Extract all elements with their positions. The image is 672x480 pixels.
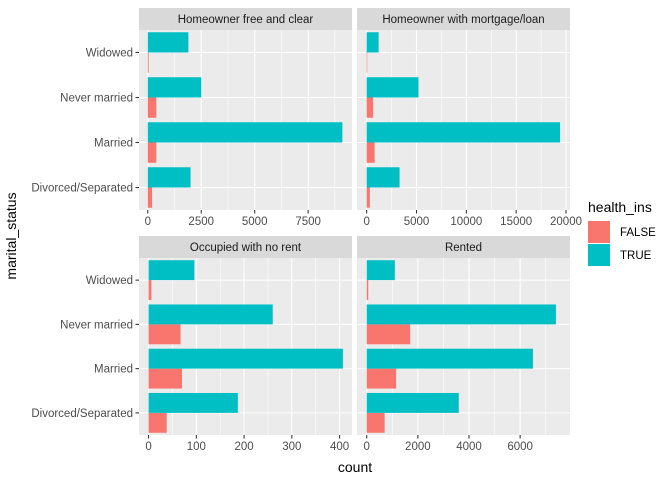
bar-false-divorced-separated [149,413,167,433]
bar-true-married [148,122,343,142]
y-tick-label: Divorced/Separated [31,183,133,195]
bar-true-widowed [367,32,379,52]
bar-true-married [149,349,343,369]
legend-key-true [588,244,610,266]
facet-strip-label: Homeowner free and clear [178,14,314,26]
bar-true-married [367,122,560,142]
x-tick-label: 100 [187,441,206,453]
y-tick-label: Married [94,364,133,376]
bar-true-widowed [148,32,189,52]
x-tick-label: 200 [234,441,253,453]
legend-key-false [588,221,610,243]
panel-occupied-with-no-rent: Occupied with no rent 0 100 200 300 400 Divorc… [31,236,352,453]
x-tick-label: 0 [364,441,370,453]
x-tick-label: 7500 [295,216,321,228]
bar-false-never-married [149,324,181,344]
x-tick-label: 10000 [450,216,482,228]
bar-true-widowed [367,260,395,280]
bar-false-divorced-separated [148,188,152,208]
x-tick-label: 0 [145,441,151,453]
x-tick-label: 6000 [507,441,533,453]
panel-homeowner-free-and-clear: Homeowner free and clear 0 2500 5000 7500 Div… [31,8,352,228]
y-tick-label: Never married [60,93,133,105]
x-tick-label: 2000 [405,441,431,453]
y-tick-label: Never married [60,319,133,331]
bar-false-never-married [148,98,157,118]
panels-layer: Homeowner free and clear 0 2500 5000 7500 Div… [31,8,582,453]
x-tick-label: 15000 [500,216,532,228]
bar-false-widowed [367,280,369,300]
x-tick-label: 400 [330,441,349,453]
x-tick-label: 300 [282,441,301,453]
bar-true-never-married [367,77,419,97]
y-tick-label: Divorced/Separated [31,408,133,420]
bar-true-divorced-separated [367,393,459,413]
x-tick-label: 5000 [242,216,268,228]
bar-true-married [367,349,533,369]
legend-label-false: FALSE [620,227,656,239]
x-tick-label: 0 [363,216,369,228]
bar-true-never-married [149,304,273,324]
bar-false-widowed [148,53,149,73]
legend: health_ins FALSE TRUE [588,199,656,266]
bar-false-widowed [149,280,152,300]
facet-strip-label: Rented [445,242,482,254]
bar-false-married [367,143,375,163]
panel-homeowner-with-mortgage-loan: Homeowner with mortgage/loan 0 5000 10000 15… [357,8,582,228]
bar-false-married [148,143,157,163]
y-axis-title: marital_status [3,192,19,279]
facet-strip-label: Homeowner with mortgage/loan [382,14,544,26]
legend-entries: FALSE TRUE [588,221,656,266]
bar-false-divorced-separated [367,188,370,208]
x-tick-label: 20000 [550,216,582,228]
bar-false-never-married [367,98,373,118]
y-tick-label: Widowed [86,48,133,60]
panel-rented: Rented 0 2000 4000 6000 [357,236,570,453]
legend-label-true: TRUE [620,250,652,262]
bar-true-never-married [367,304,556,324]
bar-true-divorced-separated [367,167,400,187]
x-axis-title: count [338,459,372,475]
bar-true-widowed [149,260,195,280]
y-tick-label: Widowed [86,275,133,287]
bar-false-married [367,369,396,389]
bar-false-never-married [367,324,410,344]
bar-false-divorced-separated [367,413,385,433]
bar-true-never-married [148,77,201,97]
x-tick-label: 2500 [188,216,214,228]
x-tick-label: 5000 [404,216,430,228]
bar-true-divorced-separated [149,393,238,413]
facet-strip-label: Occupied with no rent [190,242,302,254]
legend-title: health_ins [588,199,652,215]
x-tick-label: 4000 [456,441,482,453]
y-tick-label: Married [94,138,133,150]
bar-false-married [149,369,182,389]
x-tick-label: 0 [145,216,151,228]
bar-false-widowed [367,53,368,73]
bar-true-divorced-separated [148,167,191,187]
